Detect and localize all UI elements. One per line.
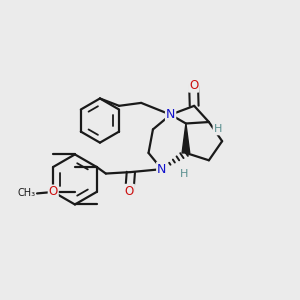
Text: H: H xyxy=(180,169,189,179)
Text: O: O xyxy=(125,185,134,198)
Text: H: H xyxy=(214,124,222,134)
Text: O: O xyxy=(189,79,198,92)
Text: O: O xyxy=(49,185,58,199)
Text: N: N xyxy=(166,108,175,121)
Polygon shape xyxy=(182,124,190,153)
Text: N: N xyxy=(157,163,167,176)
Text: CH₃: CH₃ xyxy=(17,188,36,198)
